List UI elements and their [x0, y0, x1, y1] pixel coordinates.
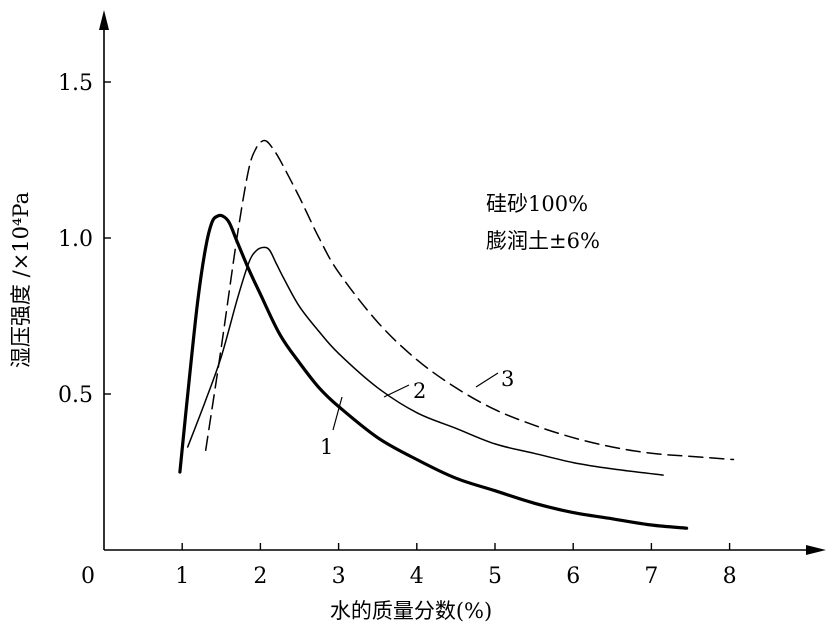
curve-labels: 1 2 3 — [320, 367, 514, 459]
x-tick-label: 0 — [81, 564, 95, 589]
y-axis-title: 湿压强度 /×10⁴Pa — [9, 192, 33, 368]
x-tick-label: 4 — [410, 564, 424, 589]
annotation-bentonite: 膨润土±6% — [486, 229, 600, 253]
series-line-2 — [186, 246, 664, 476]
x-tick-label: 6 — [566, 564, 580, 589]
series-label-1: 1 — [320, 435, 333, 459]
x-tick-label: 7 — [644, 564, 658, 589]
y-axis-arrow-icon — [99, 10, 109, 30]
series-line-1 — [178, 213, 689, 530]
y-ticks: 0.5 1.0 1.5 — [58, 71, 111, 408]
series-leader-line-3 — [475, 372, 499, 388]
x-tick-label: 3 — [332, 564, 346, 589]
series-line-3 — [204, 139, 735, 461]
annotation-silica-sand: 硅砂100% — [486, 192, 588, 216]
y-tick-label: 1.5 — [58, 71, 93, 96]
x-axis — [104, 545, 826, 555]
series-label-3: 3 — [501, 367, 514, 391]
series-leader-line-1 — [332, 396, 343, 431]
curves — [178, 139, 735, 530]
y-tick-label: 0.5 — [58, 383, 93, 408]
x-tick-label: 5 — [488, 564, 502, 589]
x-axis-title: 水的质量分数(%) — [330, 599, 492, 623]
y-tick-label: 1.0 — [58, 227, 93, 252]
series-label-2: 2 — [413, 379, 426, 403]
x-tick-label: 2 — [253, 564, 267, 589]
x-tick-label: 8 — [723, 564, 737, 589]
x-tick-label: 1 — [175, 564, 189, 589]
series-leader-line-2 — [383, 384, 410, 398]
y-axis — [99, 10, 109, 550]
x-axis-arrow-icon — [806, 545, 826, 555]
x-ticks: 0 1 2 3 4 5 6 7 8 — [81, 543, 737, 589]
